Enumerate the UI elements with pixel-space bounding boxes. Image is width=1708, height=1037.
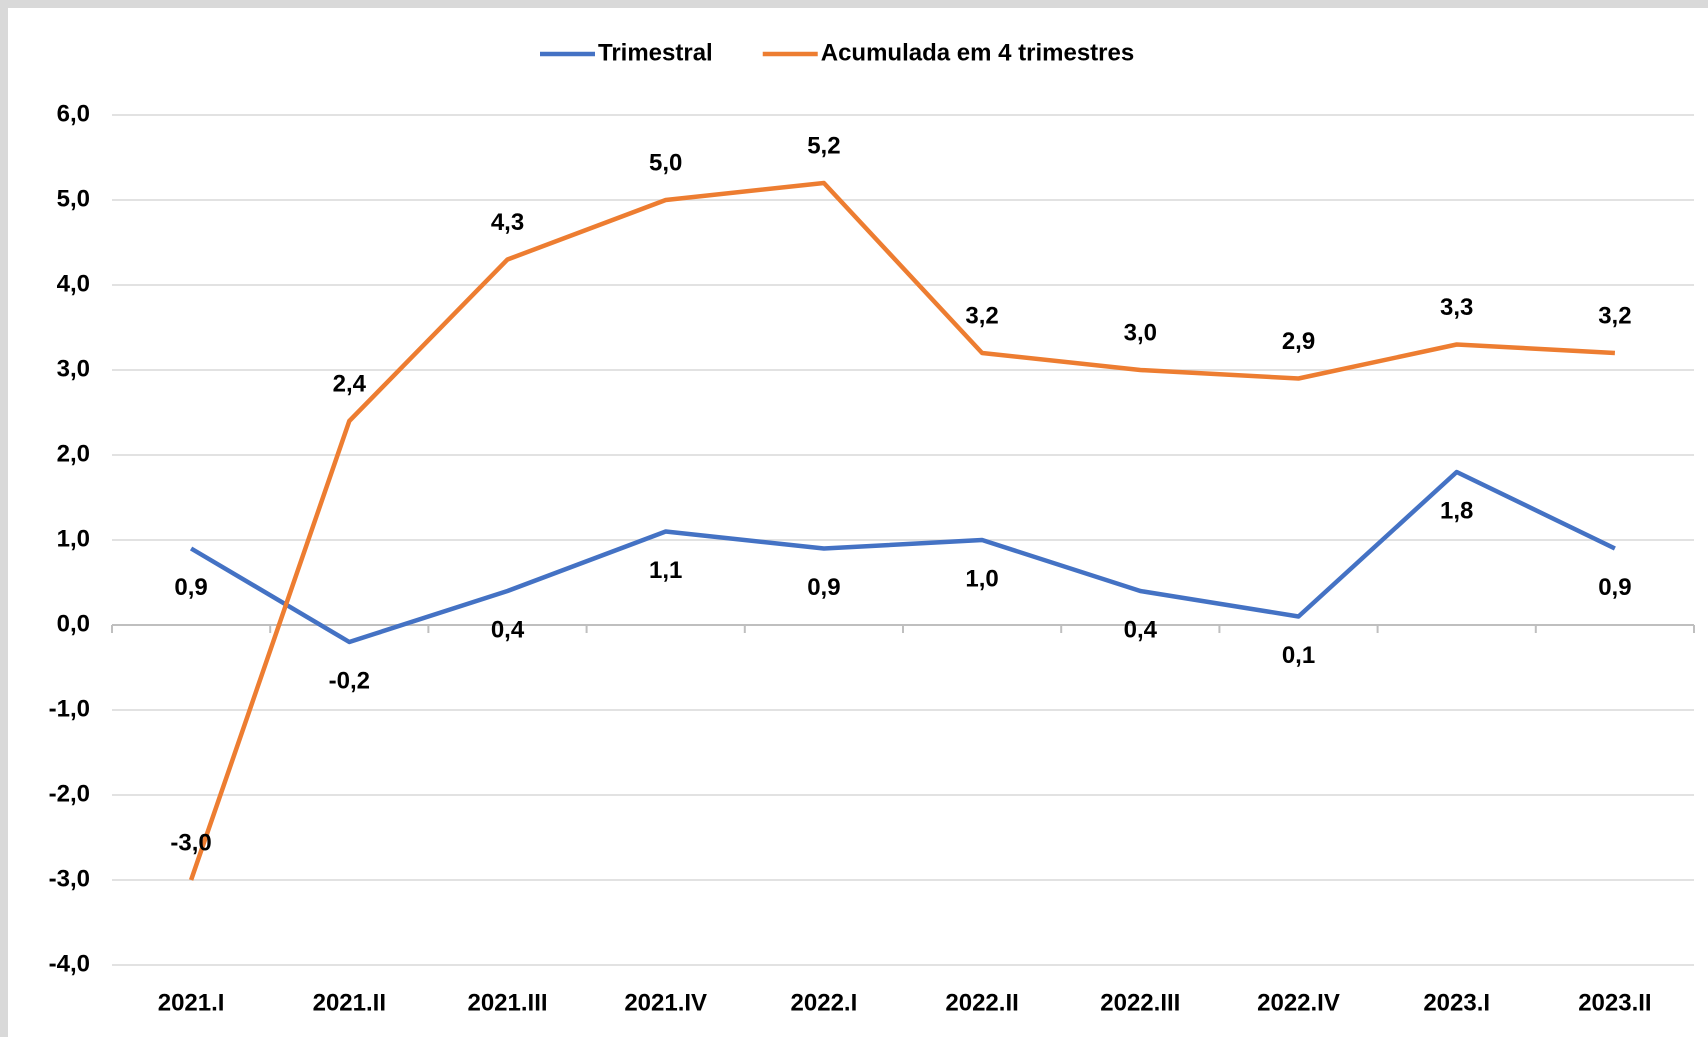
series-line	[189, 469, 1616, 645]
y-tick-label: 3,0	[57, 355, 90, 382]
data-label: 0,9	[174, 574, 207, 601]
y-tick-label: 5,0	[57, 185, 90, 212]
x-tick-label: 2022.III	[1100, 989, 1180, 1016]
data-label: 3,3	[1440, 294, 1473, 321]
legend-label: Acumulada em 4 trimestres	[821, 39, 1134, 66]
y-tick-label: 0,0	[57, 610, 90, 637]
x-tick-label: 2022.IV	[1257, 989, 1340, 1016]
y-tick-label: -4,0	[49, 950, 90, 977]
legend-label: Trimestral	[598, 39, 713, 66]
y-tick-label: 1,0	[57, 525, 90, 552]
x-tick-label: 2021.III	[467, 989, 547, 1016]
data-label: 1,8	[1440, 497, 1473, 524]
x-tick-label: 2022.I	[791, 989, 858, 1016]
x-tick-label: 2023.II	[1578, 989, 1651, 1016]
data-label: 3,2	[965, 302, 998, 329]
data-label: 0,4	[491, 616, 525, 643]
data-label: 0,4	[1124, 616, 1158, 643]
data-label: 1,1	[649, 557, 682, 584]
y-tick-label: -3,0	[49, 865, 90, 892]
data-label: -0,2	[329, 667, 370, 694]
series-line	[188, 180, 1616, 881]
y-tick-label: -2,0	[49, 780, 90, 807]
y-tick-label: 2,0	[57, 440, 90, 467]
data-label: 2,9	[1282, 328, 1315, 355]
x-tick-label: 2021.I	[158, 989, 225, 1016]
data-label: 2,4	[333, 370, 367, 397]
data-label: 1,0	[965, 565, 998, 592]
data-label: 0,9	[807, 574, 840, 601]
x-tick-label: 2021.IV	[624, 989, 707, 1016]
data-label: 3,0	[1124, 319, 1157, 346]
x-tick-label: 2022.II	[945, 989, 1018, 1016]
x-tick-label: 2023.I	[1423, 989, 1490, 1016]
y-tick-label: -1,0	[49, 695, 90, 722]
data-label: 5,0	[649, 149, 682, 176]
y-tick-label: 6,0	[57, 100, 90, 127]
data-label: 0,1	[1282, 642, 1315, 669]
y-tick-label: 4,0	[57, 270, 90, 297]
data-label: -3,0	[170, 829, 211, 856]
legend: Trimestral Acumulada em 4 trimestres	[540, 39, 1134, 66]
data-label: 4,3	[491, 209, 524, 236]
data-label: 3,2	[1598, 302, 1631, 329]
x-tick-label: 2021.II	[313, 989, 386, 1016]
data-label: 0,9	[1598, 574, 1631, 601]
data-label: 5,2	[807, 132, 840, 159]
